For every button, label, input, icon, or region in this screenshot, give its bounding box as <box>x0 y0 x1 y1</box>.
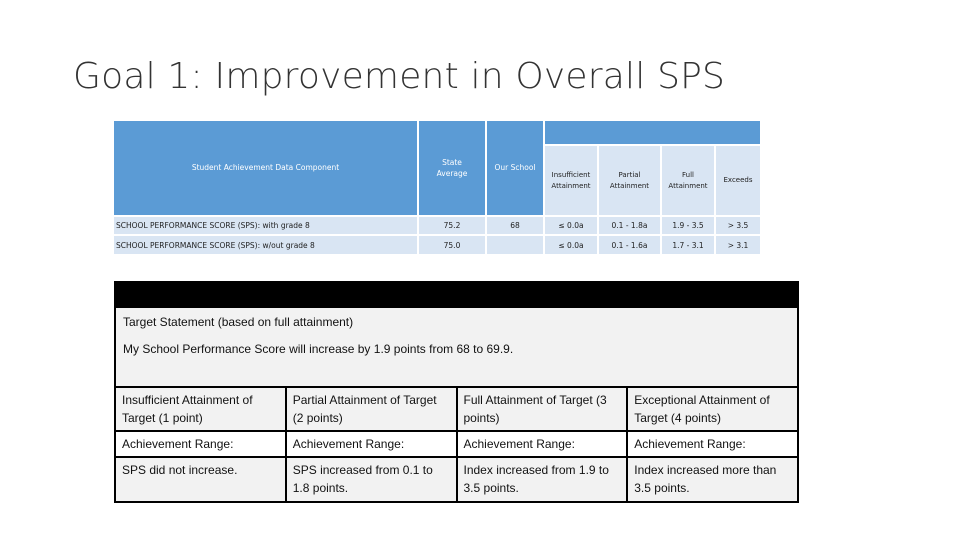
row2-our-school <box>487 236 543 254</box>
subheader-full-label: Full Attainment <box>668 170 708 190</box>
target-statement-label: Target Statement (based on full attainme… <box>123 315 354 329</box>
sps-table: Student Achievement Data Component State… <box>114 121 760 254</box>
level-insufficient-name: Insufficient Attainment of Target (1 poi… <box>114 386 287 432</box>
row2-partial-value: 0.1 - 1.6a <box>611 240 648 250</box>
target-statement-box: Target Statement (based on full attainme… <box>114 308 799 388</box>
level-full-range: Index increased from 1.9 to 3.5 points. <box>455 456 629 503</box>
subheader-exceeds: Exceeds <box>716 146 760 215</box>
level-exceptional-range: Index increased more than 3.5 points. <box>626 456 799 503</box>
header-state-average-label: State Average <box>436 157 468 178</box>
level-insufficient-range: SPS did not increase. <box>114 456 287 503</box>
header-state-average: State Average <box>419 121 485 215</box>
header-our-school-label: Our School <box>494 163 536 173</box>
row1-exceeds: > 3.5 <box>716 217 760 234</box>
row1-our-school: 68 <box>487 217 543 234</box>
level-partial-range-label: Achievement Range: <box>284 430 458 458</box>
slide-title: Goal 1: Improvement in Overall SPS <box>73 56 726 97</box>
row1-partial: 0.1 - 1.8a <box>599 217 660 234</box>
row2-component-label: SCHOOL PERFORMANCE SCORE (SPS): w/out gr… <box>116 240 315 250</box>
header-attainment-group <box>545 121 760 144</box>
subheader-partial: Partial Attainment <box>599 146 660 215</box>
row1-state-average-value: 75.2 <box>443 221 461 230</box>
level-partial-name: Partial Attainment of Target (2 points) <box>284 386 458 432</box>
row1-full-value: 1.9 - 3.5 <box>672 221 704 230</box>
row1-insufficient: ≤ 0.0a <box>545 217 597 234</box>
subheader-partial-label: Partial Attainment <box>609 170 650 190</box>
row2-insufficient-value: ≤ 0.0a <box>558 240 584 250</box>
row2-partial: 0.1 - 1.6a <box>599 236 660 254</box>
row2-exceeds: > 3.1 <box>716 236 760 254</box>
header-component-label: Student Achievement Data Component <box>191 163 340 173</box>
levels-name-row: Insufficient Attainment of Target (1 poi… <box>114 386 799 432</box>
level-full-range-label: Achievement Range: <box>455 430 629 458</box>
level-insufficient-range-label: Achievement Range: <box>114 430 287 458</box>
levels-range-label-row: Achievement Range: Achievement Range: Ac… <box>114 430 799 458</box>
row2-insufficient: ≤ 0.0a <box>545 236 597 254</box>
levels-range-row: SPS did not increase. SPS increased from… <box>114 456 799 503</box>
row1-component-label: SCHOOL PERFORMANCE SCORE (SPS): with gra… <box>116 221 310 230</box>
target-table: Target Statement (based on full attainme… <box>114 281 799 503</box>
subheader-exceeds-label: Exceeds <box>723 176 753 185</box>
row1-component: SCHOOL PERFORMANCE SCORE (SPS): with gra… <box>114 217 417 234</box>
row1-our-school-value: 68 <box>510 221 520 230</box>
row2-state-average: 75.0 <box>419 236 485 254</box>
row1-full: 1.9 - 3.5 <box>662 217 714 234</box>
row2-state-average-value: 75.0 <box>443 240 461 250</box>
target-statement-text: My School Performance Score will increas… <box>123 342 514 356</box>
level-exceptional-range-label: Achievement Range: <box>626 430 799 458</box>
row1-partial-value: 0.1 - 1.8a <box>611 221 648 230</box>
row2-exceeds-value: > 3.1 <box>727 240 749 250</box>
row2-full-value: 1.7 - 3.1 <box>672 240 704 250</box>
header-component: Student Achievement Data Component <box>114 121 417 215</box>
subheader-full: Full Attainment <box>662 146 714 215</box>
subheader-insufficient: Insufficient Attainment <box>545 146 597 215</box>
attainment-levels-grid: Insufficient Attainment of Target (1 poi… <box>114 386 799 503</box>
level-exceptional-name: Exceptional Attainment of Target (4 poin… <box>626 386 799 432</box>
target-header-bar <box>114 281 799 308</box>
row2-component: SCHOOL PERFORMANCE SCORE (SPS): w/out gr… <box>114 236 417 254</box>
row1-state-average: 75.2 <box>419 217 485 234</box>
subheader-insufficient-label: Insufficient Attainment <box>551 170 591 190</box>
row2-full: 1.7 - 3.1 <box>662 236 714 254</box>
header-our-school: Our School <box>487 121 543 215</box>
row1-insufficient-value: ≤ 0.0a <box>558 221 584 230</box>
row1-exceeds-value: > 3.5 <box>727 221 749 230</box>
level-partial-range: SPS increased from 0.1 to 1.8 points. <box>284 456 458 503</box>
level-full-name: Full Attainment of Target (3 points) <box>455 386 629 432</box>
